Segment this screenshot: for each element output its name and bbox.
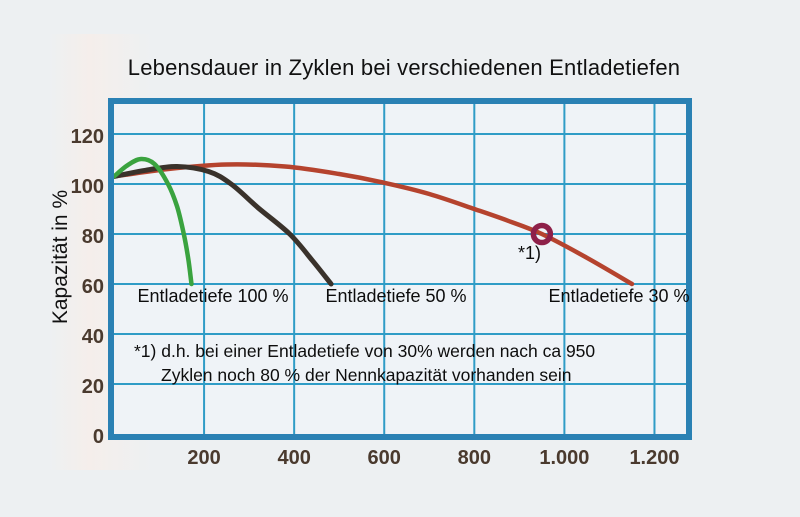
plot-area: Entladetiefe 100 % Entladetiefe 50 % Ent… <box>108 98 692 440</box>
y-tick-label: 60 <box>81 276 104 298</box>
annotation-label: *1) <box>518 243 542 263</box>
y-tick-label: 120 <box>70 126 104 148</box>
x-tick-label: 1.000 <box>539 447 590 469</box>
y-tick-label: 0 <box>92 426 104 448</box>
footnote-line-1: *1) d.h. bei einer Entladetiefe von 30% … <box>134 341 596 361</box>
annotation-ring <box>530 222 554 246</box>
y-tick-label: 40 <box>81 326 104 348</box>
x-tick-label: 200 <box>187 447 221 469</box>
series-label-entladetiefe-100: Entladetiefe 100 % <box>137 286 289 306</box>
curve-entladetiefe-30 <box>114 162 635 287</box>
curve-entladetiefe-50 <box>114 163 334 287</box>
y-tick-label: 80 <box>81 226 104 248</box>
x-tick-label: 600 <box>367 447 401 469</box>
x-tick-label: 1.200 <box>629 447 680 469</box>
chart-title: Lebensdauer in Zyklen bei verschiedenen … <box>127 55 681 80</box>
series-label-entladetiefe-30: Entladetiefe 30 % <box>548 286 690 306</box>
curve-entladetiefe-100 <box>114 156 194 287</box>
series-label-entladetiefe-50: Entladetiefe 50 % <box>325 286 467 306</box>
y-axis-title: Kapazität in % <box>49 189 72 325</box>
y-tick-label: 20 <box>81 376 104 398</box>
footnote: *1) d.h. bei einer Entladetiefe von 30% … <box>134 340 595 387</box>
footnote-line-2: Zyklen noch 80 % der Nennkapazität vorha… <box>161 364 572 385</box>
chart-canvas <box>114 104 686 434</box>
y-tick-label: 100 <box>70 176 104 198</box>
x-tick-label: 400 <box>277 447 311 469</box>
x-tick-label: 800 <box>457 447 491 469</box>
